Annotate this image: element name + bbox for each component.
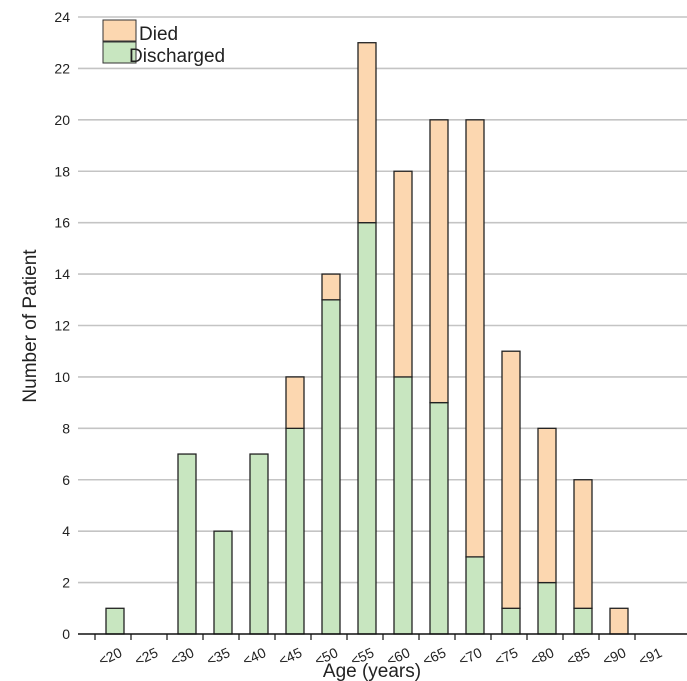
x-tick-label: <45 <box>276 644 304 669</box>
bar-discharged <box>249 453 269 635</box>
legend-swatch-died <box>102 19 137 42</box>
bar-died <box>357 42 377 224</box>
y-tick-label: 10 <box>54 369 70 385</box>
x-axis-title: Age (years) <box>323 661 421 681</box>
bar-died <box>285 376 305 429</box>
legend-swatch-discharged <box>102 41 137 64</box>
bar-died <box>465 119 485 558</box>
bar-discharged <box>501 607 521 635</box>
bar-discharged <box>357 222 377 635</box>
y-tick-label: 18 <box>54 163 70 179</box>
gridlines <box>78 16 687 584</box>
x-tick-label: <80 <box>528 644 556 669</box>
bar-discharged <box>465 556 485 635</box>
bar-discharged <box>537 581 557 635</box>
x-tick-label: <30 <box>168 644 196 669</box>
bar-died <box>501 350 521 609</box>
x-tick-label: <90 <box>600 644 628 669</box>
y-tick-label: 24 <box>54 9 70 25</box>
y-tick-label: 8 <box>62 420 70 436</box>
y-tick-label: 12 <box>54 318 70 334</box>
x-tick-label: <91 <box>636 644 664 669</box>
bar-discharged <box>177 453 197 635</box>
bar-discharged <box>321 299 341 635</box>
x-tick-label: <85 <box>564 644 592 669</box>
y-axis-title: Number of Patient <box>20 249 41 403</box>
bar-discharged <box>429 401 449 635</box>
x-tick-label: <35 <box>204 644 232 669</box>
x-tick-label: <75 <box>492 644 520 669</box>
y-tick-label: 14 <box>54 266 70 282</box>
bar-died <box>573 479 593 609</box>
x-tick-label: <25 <box>132 644 160 669</box>
bars <box>105 42 629 635</box>
bar-discharged <box>393 376 413 635</box>
bar-died <box>609 607 629 635</box>
bar-discharged <box>285 427 305 635</box>
y-tick-label: 2 <box>62 575 70 591</box>
x-tick-label: <40 <box>240 644 268 669</box>
y-tick-label: 20 <box>54 112 70 128</box>
legend: Died Discharged <box>102 19 225 67</box>
y-tick-label: 4 <box>62 523 70 539</box>
bar-discharged <box>105 607 125 635</box>
x-tick-label: <70 <box>456 644 484 669</box>
x-tick-label: <20 <box>96 644 124 669</box>
y-tick-label: 16 <box>54 215 70 231</box>
bar-died <box>393 170 413 378</box>
y-tick-label: 6 <box>62 472 70 488</box>
bar-died <box>429 119 449 404</box>
y-tick-label: 22 <box>54 60 70 76</box>
legend-label-died: Died <box>139 24 178 45</box>
legend-label-discharged: Discharged <box>129 46 225 67</box>
y-tick-label: 0 <box>62 626 70 642</box>
bar-discharged <box>573 607 593 635</box>
bar-died <box>321 273 341 301</box>
bar-died <box>537 427 557 584</box>
x-axis-ticks: <20 <25 <30 <35 <40 <45 <50 <55 <60 <65 <70 <75 <80 <… <box>94 634 664 669</box>
bar-discharged <box>213 530 233 635</box>
x-tick-label: <65 <box>420 644 448 669</box>
